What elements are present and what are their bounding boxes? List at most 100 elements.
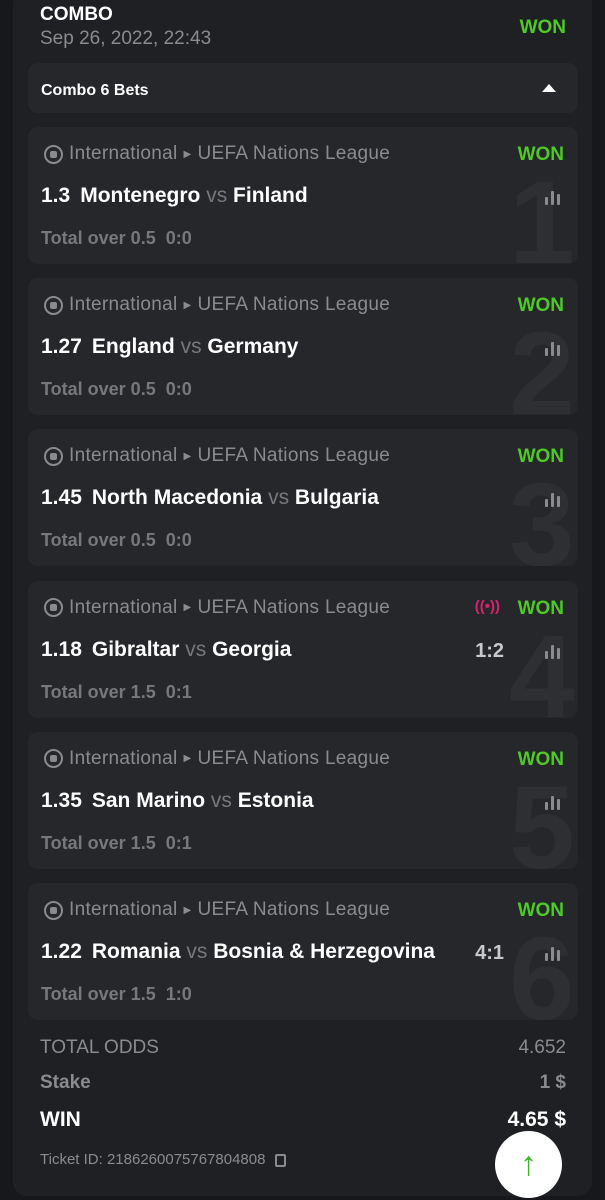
odds: 1.22 xyxy=(41,940,82,963)
market-name: Total over 0.5 xyxy=(41,228,156,248)
home-team: North Macedonia xyxy=(91,486,263,510)
bet-status: WON xyxy=(517,295,564,317)
away-team: Bulgaria xyxy=(294,486,379,510)
away-team: Georgia xyxy=(212,637,292,661)
market-name: Total over 0.5 xyxy=(41,530,156,551)
bet-status: WON xyxy=(517,446,564,468)
combo-toggle[interactable]: Combo 6 Bets xyxy=(28,63,578,113)
bet-number: 2 xyxy=(509,308,575,416)
bet-card[interactable]: 6 International ▶ UEFA Nations League WON … xyxy=(28,883,578,1020)
category: International xyxy=(69,445,178,467)
vs-label: vs xyxy=(268,486,290,510)
copy-icon[interactable] xyxy=(275,1153,287,1167)
away-team: Estonia xyxy=(237,788,314,812)
match: 1.27 England vs Germany xyxy=(41,335,298,359)
chevron-right-icon: ▶ xyxy=(183,602,192,614)
away-team: Bosnia & Herzegovina xyxy=(213,940,435,963)
league: UEFA Nations League xyxy=(197,596,391,618)
market-name: Total over 1.5 xyxy=(41,984,156,1004)
live-score: 4:1 xyxy=(475,942,504,964)
market-result: 1:0 xyxy=(165,984,192,1004)
stake-label: Stake xyxy=(40,1072,91,1093)
bar-chart-icon[interactable] xyxy=(545,794,560,810)
bet-card[interactable]: 3 International ▶ UEFA Nations League WON … xyxy=(28,429,578,567)
bet-card[interactable]: 2 International ▶ UEFA Nations League WON … xyxy=(28,278,578,416)
bet-number: 3 xyxy=(509,459,575,567)
scroll-top-button[interactable]: ↑ xyxy=(495,1131,562,1198)
league: UEFA Nations League xyxy=(197,294,391,316)
soccer-ball-icon xyxy=(44,446,63,466)
total-odds-label: TOTAL ODDS xyxy=(40,1037,159,1058)
bar-chart-icon[interactable] xyxy=(545,491,560,508)
category: International xyxy=(69,143,178,164)
stake-value: 1 $ xyxy=(539,1072,566,1093)
soccer-ball-icon xyxy=(44,144,63,164)
league-path: International ▶ UEFA Nations League xyxy=(44,597,390,619)
match: 1.22 Romania vs Bosnia & Herzegovina xyxy=(41,940,435,964)
home-team: Gibraltar xyxy=(91,637,180,661)
match: 1.35 San Marino vs Estonia xyxy=(41,789,314,813)
league-path: International ▶ UEFA Nations League xyxy=(44,294,390,316)
odds: 1.18 xyxy=(41,637,82,661)
chevron-right-icon: ▶ xyxy=(183,299,192,311)
live-broadcast-icon: ((•)) xyxy=(474,597,500,615)
total-odds-row: TOTAL ODDS 4.652 xyxy=(40,1037,566,1059)
league-path: International ▶ UEFA Nations League xyxy=(44,748,390,770)
arrow-up-icon: ↑ xyxy=(520,1145,537,1183)
home-team: San Marino xyxy=(91,788,206,812)
soccer-ball-icon xyxy=(44,295,63,315)
away-team: Finland xyxy=(233,184,308,207)
vs-label: vs xyxy=(185,637,207,661)
market: Total over 0.5 0:0 xyxy=(41,379,192,400)
bet-card[interactable]: 1 International ▶ UEFA Nations League WON … xyxy=(28,127,578,264)
bet-number: 6 xyxy=(509,913,575,1020)
bet-number: 4 xyxy=(509,610,575,718)
match: 1.45 North Macedonia vs Bulgaria xyxy=(41,486,379,510)
total-odds-value: 4.652 xyxy=(518,1037,566,1058)
chevron-right-icon: ▶ xyxy=(183,753,192,765)
market-result: 0:0 xyxy=(165,379,192,400)
bar-chart-icon[interactable] xyxy=(545,945,560,961)
category: International xyxy=(69,596,178,618)
win-label: WIN xyxy=(40,1108,81,1131)
bar-chart-icon[interactable] xyxy=(545,340,560,357)
win-row: WIN 4.65 $ xyxy=(40,1108,566,1132)
stake-row: Stake 1 $ xyxy=(40,1072,566,1094)
league-path: International ▶ UEFA Nations League xyxy=(44,143,390,165)
vs-label: vs xyxy=(180,335,202,359)
market-name: Total over 0.5 xyxy=(41,379,156,400)
bar-chart-icon[interactable] xyxy=(545,189,560,205)
vs-label: vs xyxy=(186,940,208,963)
market: Total over 1.5 0:1 xyxy=(41,833,192,854)
bet-card[interactable]: 5 International ▶ UEFA Nations League WON … xyxy=(28,731,578,869)
bet-number: 1 xyxy=(509,157,575,264)
chevron-right-icon: ▶ xyxy=(183,904,192,916)
market-result: 0:0 xyxy=(165,228,192,248)
market-result: 0:1 xyxy=(165,832,192,853)
ticket-id: Ticket ID: 2186260075767804808 xyxy=(40,1151,266,1168)
bet-status: WON xyxy=(517,748,564,770)
soccer-ball-icon xyxy=(44,598,63,618)
soccer-ball-icon xyxy=(44,900,63,920)
chevron-right-icon: ▶ xyxy=(183,450,192,462)
market: Total over 1.5 0:1 xyxy=(41,682,192,703)
combo-label: Combo 6 Bets xyxy=(41,82,149,99)
league: UEFA Nations League xyxy=(197,747,391,769)
bet-status: WON xyxy=(517,900,564,921)
category: International xyxy=(69,747,178,769)
odds: 1.3 xyxy=(41,184,71,207)
bet-type-title: COMBO xyxy=(40,4,113,25)
bar-chart-icon[interactable] xyxy=(545,643,560,659)
live-score: 1:2 xyxy=(475,639,504,662)
bet-number: 5 xyxy=(509,761,575,869)
caret-up-icon[interactable] xyxy=(542,84,556,92)
category: International xyxy=(69,899,178,920)
bet-status: WON xyxy=(517,144,564,165)
market: Total over 0.5 0:0 xyxy=(41,228,192,249)
bet-card[interactable]: 4 International ▶ UEFA Nations League ((•)… xyxy=(28,580,578,718)
market: Total over 1.5 1:0 xyxy=(41,984,192,1005)
market-name: Total over 1.5 xyxy=(41,681,156,702)
bet-date: Sep 26, 2022, 22:43 xyxy=(40,28,212,49)
market: Total over 0.5 0:0 xyxy=(41,530,192,551)
home-team: Romania xyxy=(91,940,181,963)
